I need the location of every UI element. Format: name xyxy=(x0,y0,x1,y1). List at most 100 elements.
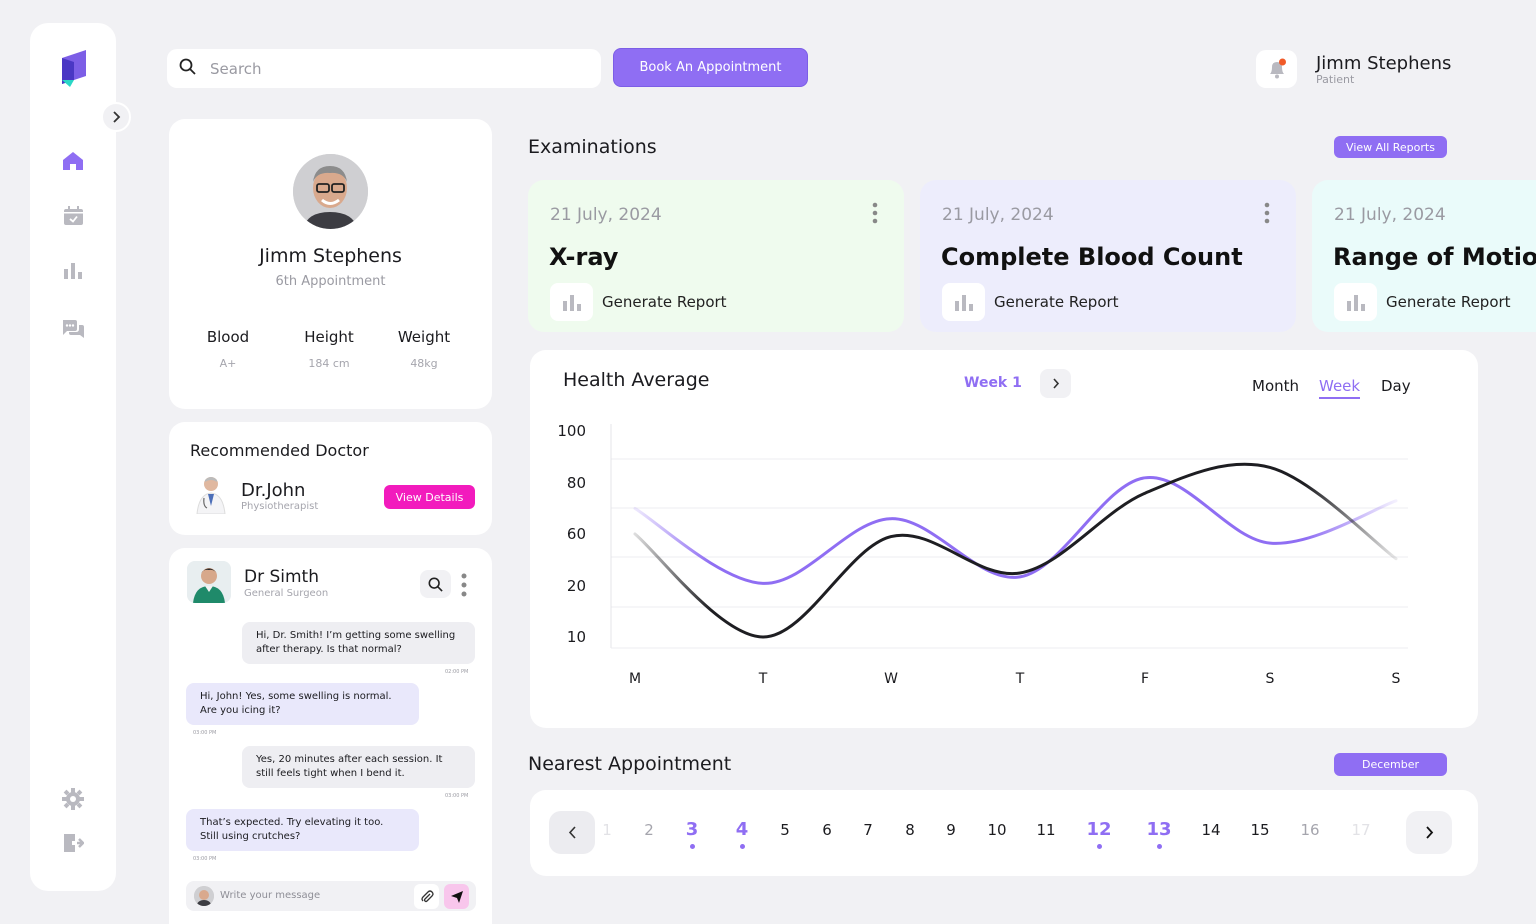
calendar-day[interactable]: 2 xyxy=(631,821,667,839)
search-bar[interactable] xyxy=(167,49,601,88)
more-vertical-icon[interactable] xyxy=(460,572,468,598)
calendar-day[interactable]: 13 xyxy=(1141,819,1177,849)
calendar-day[interactable]: 5 xyxy=(767,821,803,839)
x-tick-label: S xyxy=(1392,671,1401,687)
appointment-dot xyxy=(1096,844,1102,849)
profile-appointment-count: 6th Appointment xyxy=(275,274,386,289)
message-input[interactable]: Write your message xyxy=(220,890,321,901)
x-tick-label: T xyxy=(1015,671,1025,687)
sidebar xyxy=(30,23,131,891)
paperclip-icon[interactable] xyxy=(414,884,439,909)
tab-day[interactable]: Day xyxy=(1381,377,1411,395)
chat-doctor-name: Dr Simth xyxy=(244,567,319,587)
header-user-role: Patient xyxy=(1316,73,1355,86)
examinations-title: Examinations xyxy=(528,136,657,158)
calendar-day-number: 2 xyxy=(644,821,654,839)
tab-week[interactable]: Week xyxy=(1319,377,1361,399)
calendar-day[interactable]: 6 xyxy=(809,821,845,839)
y-tick-label: 20 xyxy=(567,577,586,595)
month-selector-button[interactable]: December xyxy=(1334,753,1447,776)
calendar-check-icon[interactable] xyxy=(61,204,85,228)
report-chart-icon[interactable] xyxy=(550,283,593,321)
view-details-button[interactable]: View Details xyxy=(384,485,475,509)
view-all-reports-button[interactable]: View All Reports xyxy=(1334,136,1447,158)
y-tick-label: 100 xyxy=(557,422,586,440)
search-input[interactable] xyxy=(210,59,570,78)
calendar-day-number: 6 xyxy=(822,821,832,839)
bar-chart-icon[interactable] xyxy=(61,258,85,282)
header-user-name: Jimm Stephens xyxy=(1316,53,1452,74)
calendar-day-number: 15 xyxy=(1250,821,1270,839)
calendar-day-number: 8 xyxy=(905,821,915,839)
calendar-day[interactable]: 12 xyxy=(1081,819,1117,849)
chat-doctor-avatar xyxy=(187,561,231,603)
stat-value: 184 cm xyxy=(308,357,350,370)
calendar-day-number: 3 xyxy=(685,819,699,840)
recommended-doctor-title: Recommended Doctor xyxy=(190,441,369,460)
notification-bell-icon[interactable] xyxy=(1256,50,1297,88)
calendar-day[interactable]: 10 xyxy=(979,821,1015,839)
message-timestamp: 03:00 PM xyxy=(193,856,217,862)
calendar-day-number: 1 xyxy=(602,821,612,839)
message-timestamp: 03:00 PM xyxy=(445,793,469,799)
stat-label: Blood xyxy=(206,328,250,346)
x-tick-label: M xyxy=(629,671,641,687)
calendar-day[interactable]: 14 xyxy=(1193,821,1229,839)
appointment-dot xyxy=(1156,844,1162,849)
home-icon[interactable] xyxy=(61,149,85,173)
generate-report-link[interactable]: Generate Report xyxy=(1386,293,1511,311)
generate-report-link[interactable]: Generate Report xyxy=(602,293,727,311)
chevron-right-icon[interactable] xyxy=(101,102,131,132)
chat-panel: Dr Simth General Surgeon Hi, Dr. Smith! … xyxy=(169,548,492,924)
exam-card-range-of-motion[interactable]: 21 July, 2024 Range of Motion Generate R… xyxy=(1312,180,1536,332)
chat-bubbles-icon[interactable] xyxy=(61,317,85,341)
recommended-doctor-name: Dr.John xyxy=(241,480,306,501)
doctor-avatar xyxy=(193,474,229,515)
calendar-day-number: 9 xyxy=(946,821,956,839)
chat-message-incoming: Hi, John! Yes, some swelling is normal. … xyxy=(186,683,419,725)
calendar-day[interactable]: 4 xyxy=(724,819,760,849)
exam-date: 21 July, 2024 xyxy=(550,205,662,225)
more-vertical-icon[interactable] xyxy=(872,202,878,224)
chevron-right-icon[interactable] xyxy=(1040,369,1071,398)
message-timestamp: 03:00 PM xyxy=(193,730,217,736)
logout-icon[interactable] xyxy=(61,831,85,855)
settings-gear-icon[interactable] xyxy=(61,787,85,811)
y-tick-label: 10 xyxy=(567,628,586,646)
calendar-day[interactable]: 8 xyxy=(892,821,928,839)
calendar-day[interactable]: 9 xyxy=(933,821,969,839)
calendar-day[interactable]: 16 xyxy=(1292,821,1328,839)
y-tick-label: 80 xyxy=(567,474,586,492)
exam-title: Complete Blood Count xyxy=(941,243,1243,271)
health-average-title: Health Average xyxy=(563,369,710,391)
chevron-right-icon[interactable] xyxy=(1406,811,1452,854)
send-icon[interactable] xyxy=(444,884,469,909)
tab-month[interactable]: Month xyxy=(1252,377,1300,395)
message-composer[interactable]: Write your message xyxy=(186,881,476,911)
calendar-day[interactable]: 1 xyxy=(589,821,625,839)
x-tick-label: S xyxy=(1266,671,1275,687)
more-vertical-icon[interactable] xyxy=(1264,202,1270,224)
calendar-day[interactable]: 7 xyxy=(850,821,886,839)
calendar-day-number: 13 xyxy=(1146,819,1172,840)
search-icon xyxy=(179,58,196,79)
message-timestamp: 02:00 PM xyxy=(445,669,469,675)
book-appointment-button[interactable]: Book An Appointment xyxy=(613,48,808,87)
calendar-day[interactable]: 15 xyxy=(1242,821,1278,839)
chevron-left-icon[interactable] xyxy=(549,811,595,854)
exam-date: 21 July, 2024 xyxy=(942,205,1054,225)
generate-report-link[interactable]: Generate Report xyxy=(994,293,1119,311)
calendar-day-number: 7 xyxy=(863,821,873,839)
stat-blood: Blood A+ xyxy=(183,328,273,370)
report-chart-icon[interactable] xyxy=(1334,283,1377,321)
exam-card-blood-count[interactable]: 21 July, 2024 Complete Blood Count Gener… xyxy=(920,180,1296,332)
calendar-day[interactable]: 11 xyxy=(1028,821,1064,839)
exam-card-xray[interactable]: 21 July, 2024 X-ray Generate Report xyxy=(528,180,904,332)
app-logo xyxy=(62,50,86,88)
chat-search-icon[interactable] xyxy=(420,570,451,598)
report-chart-icon[interactable] xyxy=(942,283,985,321)
calendar-day[interactable]: 3 xyxy=(674,819,710,849)
calendar-day[interactable]: 17 xyxy=(1343,821,1379,839)
profile-card: Jimm Stephens 6th Appointment Blood A+ H… xyxy=(169,119,492,409)
exam-date: 21 July, 2024 xyxy=(1334,205,1446,225)
